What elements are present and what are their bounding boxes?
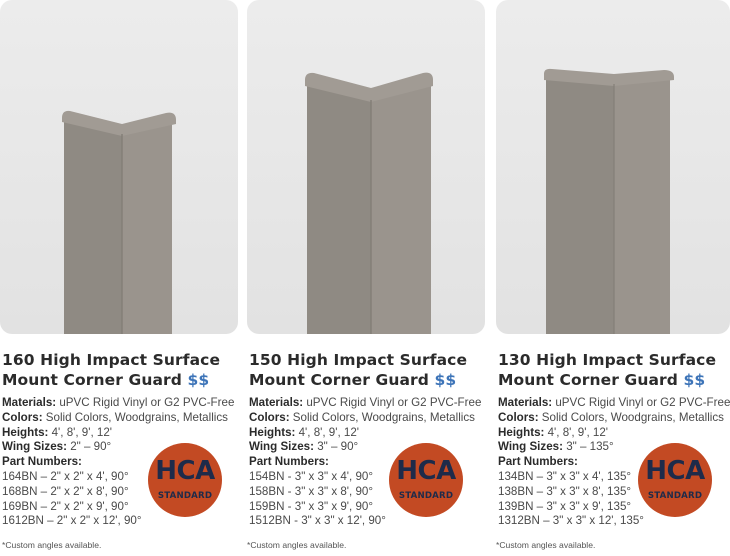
title-line-1: 130 High Impact Surface xyxy=(498,351,717,369)
title-line-2: Mount Corner Guard xyxy=(2,371,182,389)
materials-value: uPVC Rigid Vinyl or G2 PVC-Free xyxy=(552,396,730,409)
heights-value: 4', 8', 9', 12' xyxy=(544,425,609,439)
materials-label: Materials: xyxy=(249,396,304,409)
heights-label: Heights: xyxy=(249,425,296,439)
specs: Materials: uPVC Rigid Vinyl or G2 PVC-Fr… xyxy=(2,396,238,529)
part-number: 1312BN – 3" x 3" x 12', 135° xyxy=(498,514,644,528)
colors-label: Colors: xyxy=(498,410,539,424)
colors-value: Solid Colors, Woodgrains, Metallics xyxy=(289,410,475,424)
hca-standard-badge: HCA STANDARD xyxy=(638,443,712,517)
part-number: 168BN – 2" x 2" x 8', 90° xyxy=(2,484,129,498)
wing-sizes-value: 3" – 90° xyxy=(313,440,359,454)
badge-hca-text: HCA xyxy=(396,456,456,486)
part-number: 159BN - 3" x 3" x 9', 90° xyxy=(249,499,373,513)
product-card-160: 160 High Impact Surface Mount Corner Gua… xyxy=(0,0,238,529)
price-indicator: $$ xyxy=(434,371,457,389)
product-photo xyxy=(496,0,730,334)
product-title: 130 High Impact Surface Mount Corner Gua… xyxy=(498,350,730,390)
part-number: 1512BN - 3" x 3" x 12', 90° xyxy=(249,514,386,528)
custom-angles-note: *Custom angles available. xyxy=(496,540,596,550)
product-card-130: 130 High Impact Surface Mount Corner Gua… xyxy=(496,0,730,529)
wing-sizes-label: Wing Sizes: xyxy=(498,440,563,454)
badge-standard-text: STANDARD xyxy=(647,491,703,501)
colors-value: Solid Colors, Woodgrains, Metallics xyxy=(538,410,724,424)
colors-label: Colors: xyxy=(2,410,43,424)
title-line-1: 150 High Impact Surface xyxy=(249,351,468,369)
materials-label: Materials: xyxy=(2,396,57,409)
title-line-2: Mount Corner Guard xyxy=(498,371,678,389)
wing-sizes-label: Wing Sizes: xyxy=(249,440,314,454)
part-number: 154BN - 3" x 3" x 4', 90° xyxy=(249,469,373,483)
badge-standard-text: STANDARD xyxy=(157,491,213,501)
wing-sizes-label: Wing Sizes: xyxy=(2,440,67,454)
materials-value: uPVC Rigid Vinyl or G2 PVC-Free xyxy=(303,396,482,409)
materials-label: Materials: xyxy=(498,396,553,409)
part-number: 164BN – 2" x 2" x 4', 90° xyxy=(2,469,129,483)
wing-sizes-value: 2" – 90° xyxy=(66,440,112,454)
wing-sizes-value: 3" – 135° xyxy=(562,440,614,454)
part-numbers-label: Part Numbers: xyxy=(2,455,82,469)
product-photo xyxy=(247,0,485,334)
badge-hca-text: HCA xyxy=(645,456,705,486)
product-title: 150 High Impact Surface Mount Corner Gua… xyxy=(249,350,485,390)
hca-standard-badge: HCA STANDARD xyxy=(148,443,222,517)
part-number: 134BN – 3" x 3" x 4', 135° xyxy=(498,469,632,483)
product-card-150: 150 High Impact Surface Mount Corner Gua… xyxy=(247,0,485,529)
part-numbers-label: Part Numbers: xyxy=(249,455,329,469)
title-line-2: Mount Corner Guard xyxy=(249,371,429,389)
heights-value: 4', 8', 9', 12' xyxy=(295,425,360,439)
corner-guard-image xyxy=(62,110,176,334)
title-line-1: 160 High Impact Surface xyxy=(2,351,221,369)
badge-hca-text: HCA xyxy=(155,456,215,486)
part-number: 138BN – 3" x 3" x 8', 135° xyxy=(498,484,632,498)
heights-value: 4', 8', 9', 12' xyxy=(48,425,113,439)
heights-label: Heights: xyxy=(498,425,545,439)
part-number: 139BN – 3" x 3" x 9', 135° xyxy=(498,499,632,513)
price-indicator: $$ xyxy=(187,371,210,389)
corner-guard-image xyxy=(305,72,433,334)
part-numbers-label: Part Numbers: xyxy=(498,455,578,469)
price-indicator: $$ xyxy=(683,371,706,389)
heights-label: Heights: xyxy=(2,425,49,439)
corner-guard-image xyxy=(544,68,674,334)
part-number: 158BN - 3" x 3" x 8', 90° xyxy=(249,484,373,498)
product-photo xyxy=(0,0,238,334)
hca-standard-badge: HCA STANDARD xyxy=(389,443,463,517)
part-number: 1612BN – 2" x 2" x 12', 90° xyxy=(2,514,142,528)
custom-angles-note: *Custom angles available. xyxy=(247,540,347,550)
part-number: 169BN – 2" x 2" x 9', 90° xyxy=(2,499,129,513)
colors-label: Colors: xyxy=(249,410,290,424)
product-title: 160 High Impact Surface Mount Corner Gua… xyxy=(2,350,238,390)
specs: Materials: uPVC Rigid Vinyl or G2 PVC-Fr… xyxy=(249,396,485,529)
badge-standard-text: STANDARD xyxy=(398,491,454,501)
materials-value: uPVC Rigid Vinyl or G2 PVC-Free xyxy=(56,396,235,409)
specs: Materials: uPVC Rigid Vinyl or G2 PVC-Fr… xyxy=(498,396,730,529)
colors-value: Solid Colors, Woodgrains, Metallics xyxy=(42,410,228,424)
custom-angles-note: *Custom angles available. xyxy=(2,540,102,550)
